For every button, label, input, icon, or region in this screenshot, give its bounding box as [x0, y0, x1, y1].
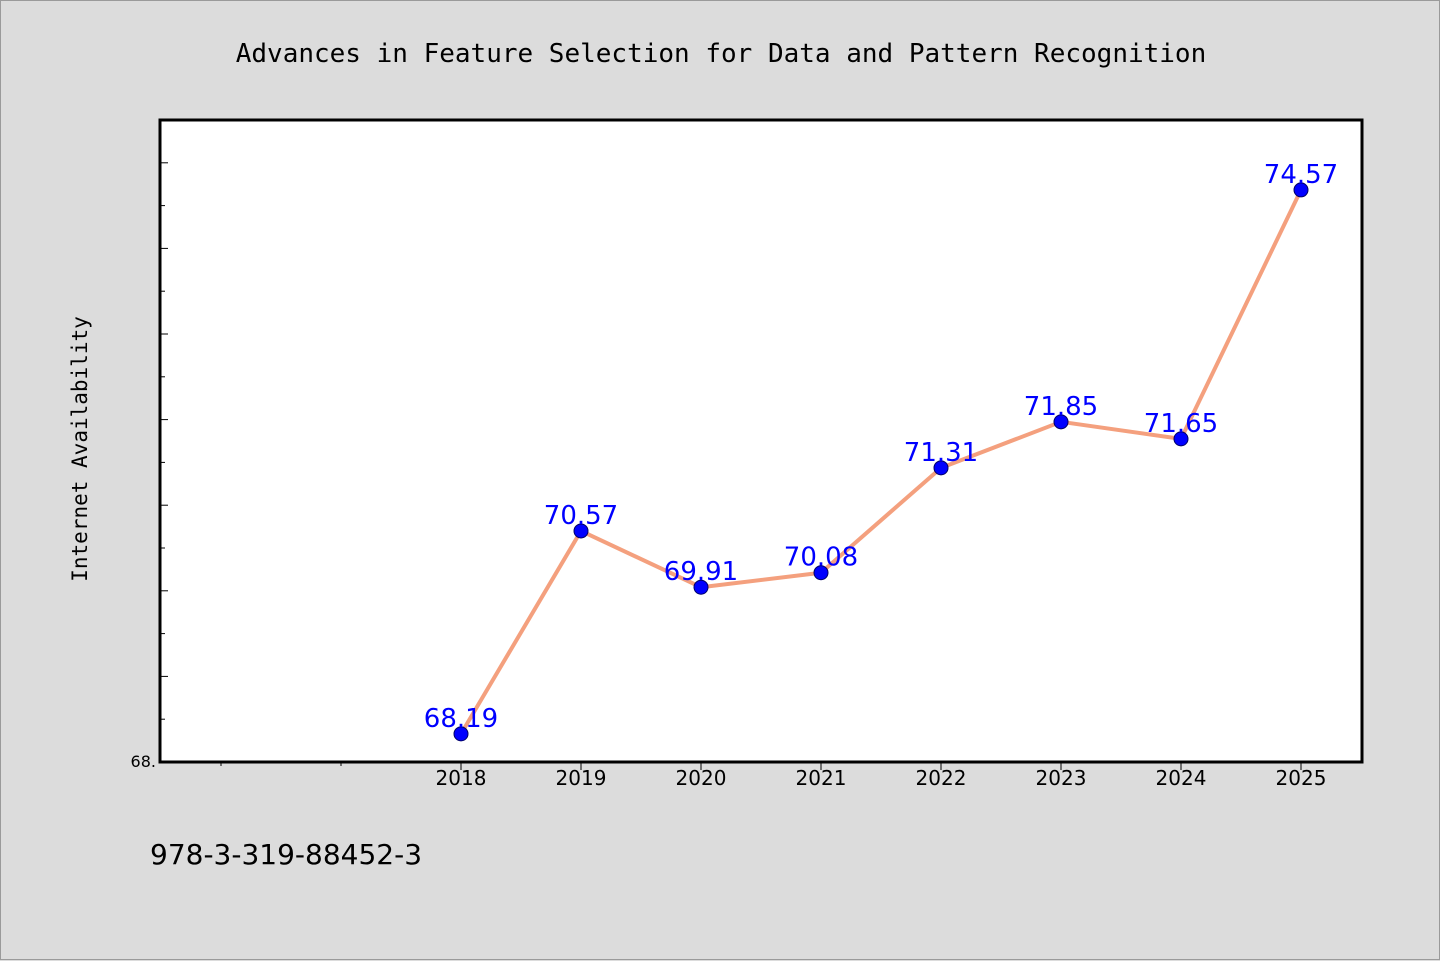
y-axis-ticks	[160, 119, 168, 763]
x-tick-label: 2021	[796, 766, 847, 790]
x-axis-ticks: 2018 2019 2020 2021 2022 2023 2024 2025	[220, 762, 1327, 790]
y-axis-label: Internet Availability	[68, 316, 92, 582]
x-tick-label: 2023	[1036, 766, 1087, 790]
x-tick-label: 2020	[676, 766, 727, 790]
data-label: 69.91	[664, 557, 738, 587]
data-label: 70.08	[784, 543, 858, 573]
data-point	[1173, 431, 1189, 447]
chart-title: Advances in Feature Selection for Data a…	[236, 39, 1207, 69]
data-point	[453, 726, 469, 742]
data-point	[813, 565, 829, 581]
data-label: 71.31	[904, 438, 978, 468]
y-tick-label: 68.	[131, 752, 156, 771]
x-tick-label: 2022	[916, 766, 967, 790]
data-point	[693, 579, 709, 595]
plot-area	[158, 118, 1364, 764]
data-point	[933, 460, 949, 476]
isbn-label: 978-3-319-88452-3	[150, 838, 422, 871]
x-tick-label: 2019	[556, 766, 607, 790]
series-line-group: 68.19 70.57 69.91 70.08 71.31 71.85 71.65 74.57	[424, 160, 1338, 742]
data-point	[573, 523, 589, 539]
data-point	[1293, 182, 1309, 198]
data-label: 71.85	[1024, 392, 1098, 422]
x-tick-label: 2018	[436, 766, 487, 790]
data-point	[1053, 414, 1069, 430]
series-line	[459, 189, 1303, 735]
data-label: 71.65	[1144, 409, 1218, 439]
x-tick-label: 2025	[1276, 766, 1327, 790]
data-label: 70.57	[544, 501, 618, 531]
data-label: 68.19	[424, 704, 498, 734]
data-label: 74.57	[1264, 160, 1338, 190]
x-tick-label: 2024	[1156, 766, 1207, 790]
